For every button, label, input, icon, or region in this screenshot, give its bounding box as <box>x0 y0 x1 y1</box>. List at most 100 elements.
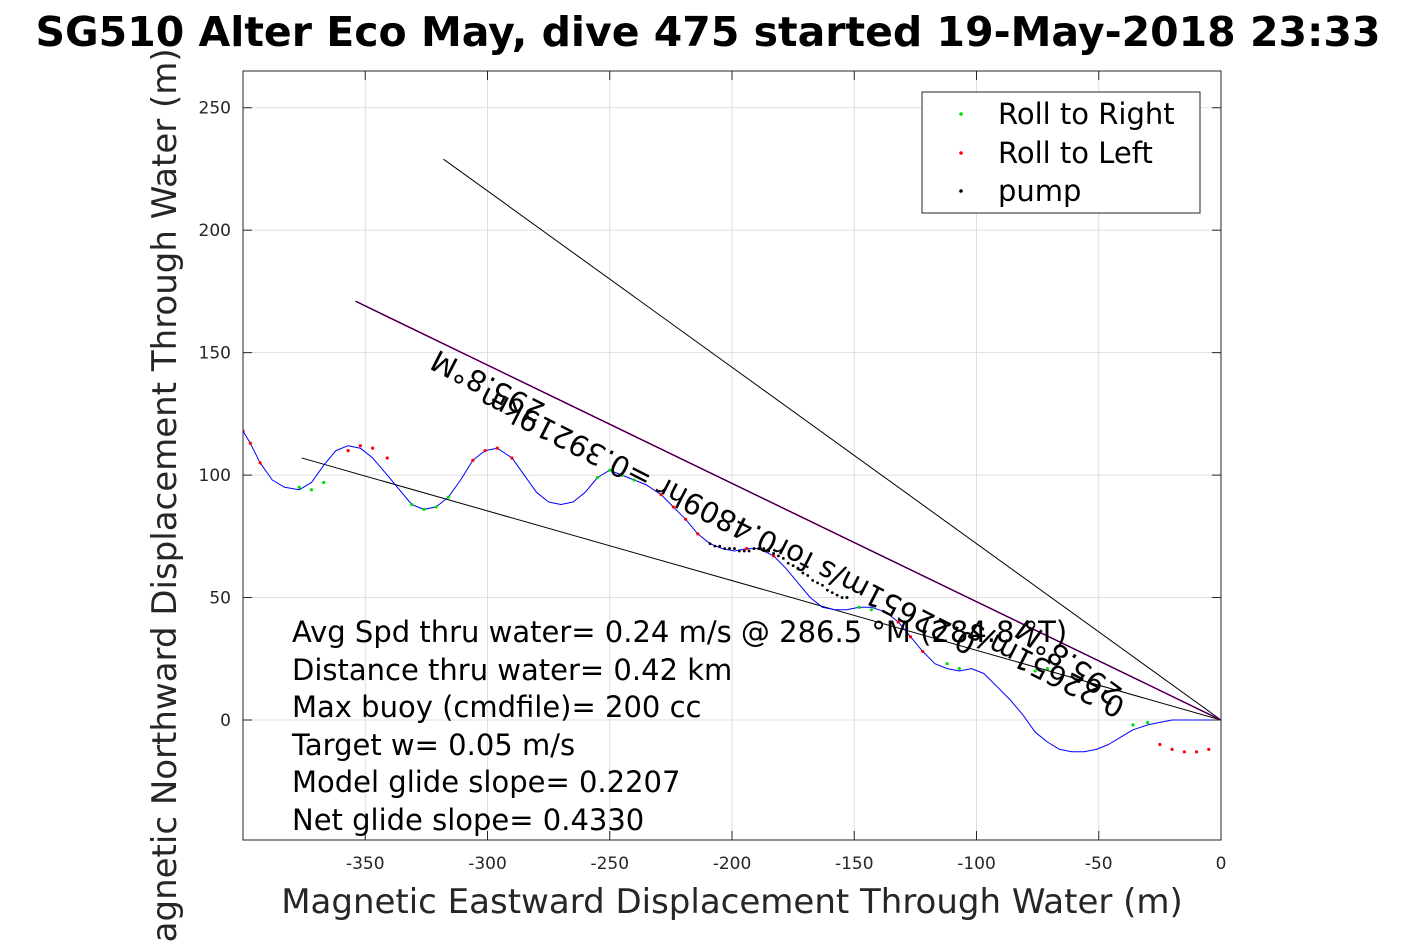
x-tick-label-5: -100 <box>957 854 996 874</box>
pump-point-28 <box>845 596 849 599</box>
tick-labels: -350 -300 -250 -200 -150 -100 -50 0 0 50 100 150 200… <box>199 99 1227 874</box>
y-tick-label-4: 200 <box>199 221 231 241</box>
roll-right-point-19 <box>1146 720 1150 725</box>
pump-point-15 <box>781 556 785 560</box>
roll-left-point-25 <box>1207 747 1211 751</box>
legend-box <box>921 91 1201 214</box>
roll-left-point-12 <box>671 505 675 509</box>
roll-left-point-13 <box>683 517 688 521</box>
x-tick-label-4: -150 <box>835 854 874 874</box>
chart-title: SG510 Alter Eco May, dive 475 started 19… <box>36 8 1381 56</box>
roll-right-point-7 <box>595 475 600 480</box>
pump-point-8 <box>747 549 751 553</box>
roll-left-point-7 <box>471 458 475 462</box>
pump-point-11 <box>762 547 766 550</box>
y-tick-label-0: 0 <box>220 711 231 731</box>
pump-point-3 <box>723 547 727 550</box>
roll-right-point-2 <box>322 480 326 485</box>
track-group <box>243 430 1221 753</box>
roll-left-point-5 <box>370 446 375 450</box>
annotation-distance: Distance thru water= 0.42 km <box>292 653 732 687</box>
roll-right-point-15 <box>957 666 961 671</box>
roll-right-point-6 <box>446 495 450 499</box>
x-tick-label-2: -250 <box>590 854 629 874</box>
roll-right-point-17 <box>1045 666 1050 671</box>
roll-left-point-1 <box>248 441 252 445</box>
roll-left-point-8 <box>483 449 487 453</box>
pump-point-6 <box>737 549 741 553</box>
legend-marker-roll-right <box>959 112 963 116</box>
roll-right-point-0 <box>297 485 301 489</box>
x-tick-label-0: -350 <box>346 854 385 874</box>
roll-right-point-9 <box>620 473 624 477</box>
track-line <box>243 430 1221 753</box>
roll-right-point-8 <box>608 468 612 472</box>
pump-point-5 <box>733 547 736 550</box>
roll-left-point-20 <box>921 649 925 654</box>
pump-point-18 <box>796 566 800 570</box>
pump-point-20 <box>806 574 810 577</box>
roll-right-point-1 <box>309 488 314 492</box>
roll-left-point-11 <box>659 493 663 497</box>
roll-left-point-22 <box>1170 747 1174 751</box>
roll-left-point-23 <box>1182 750 1186 754</box>
pump-point-22 <box>816 581 819 585</box>
roll-left-point-19 <box>908 635 913 639</box>
roll-right-point-16 <box>1033 669 1037 673</box>
roll-left-point-24 <box>1194 750 1199 754</box>
axis-ticks <box>243 71 1222 840</box>
y-tick-label-3: 150 <box>199 344 231 364</box>
roll-right-point-10 <box>632 478 636 482</box>
roll-right-point-13 <box>869 608 873 612</box>
pump-point-12 <box>767 549 771 553</box>
roll-left-point-18 <box>896 620 900 624</box>
legend-label-pump: pump <box>998 174 1081 208</box>
roll-left-point-21 <box>1158 742 1162 747</box>
roll-left-point-6 <box>385 456 389 460</box>
y-tick-label-1: 50 <box>209 589 231 609</box>
y-tick-label-2: 100 <box>199 466 231 486</box>
annotation-net-glide: Net glide slope= 0.4330 <box>292 803 644 837</box>
pump-point-24 <box>825 588 829 592</box>
pump-point-4 <box>728 547 731 550</box>
pump-point-2 <box>718 544 722 548</box>
reference-line-1 <box>301 457 1221 721</box>
legend-marker-roll-left <box>959 151 963 155</box>
x-tick-label-7: 0 <box>1216 854 1227 874</box>
pump-point-16 <box>786 561 790 565</box>
legend-label-roll-right: Roll to Right <box>998 97 1175 131</box>
reference-line-3 <box>355 300 1221 721</box>
x-tick-label-1: -300 <box>468 854 507 874</box>
roll-left-point-17 <box>771 554 776 558</box>
pump-point-21 <box>811 579 815 582</box>
y-tick-label-5: 250 <box>199 99 231 119</box>
roll-left-point-4 <box>358 444 362 448</box>
roll-right-point-3 <box>410 502 414 507</box>
annotation-max-buoy: Max buoy (cmdfile)= 200 cc <box>292 690 701 724</box>
x-tick-label-6: -50 <box>1085 854 1113 874</box>
legend-label-roll-left: Roll to Left <box>998 136 1153 170</box>
marker-group <box>243 429 1211 754</box>
roll-left-point-9 <box>495 446 499 450</box>
pump-point-17 <box>791 564 795 568</box>
pump-point-10 <box>757 547 761 550</box>
roll-left-point-15 <box>745 546 749 551</box>
pump-point-13 <box>772 552 775 555</box>
pump-point-27 <box>840 596 844 599</box>
roll-left-point-3 <box>346 449 350 453</box>
roll-right-point-14 <box>945 662 949 666</box>
pump-point-14 <box>777 554 780 558</box>
pump-point-7 <box>742 549 746 553</box>
roll-right-point-4 <box>422 507 426 511</box>
pump-point-1 <box>713 544 717 548</box>
roll-left-point-14 <box>696 532 700 536</box>
pump-point-9 <box>752 547 756 550</box>
pump-point-0 <box>708 542 712 546</box>
annotation-avg-speed: Avg Spd thru water= 0.24 m/s @ 286.5 °M … <box>292 615 1067 649</box>
reference-lines <box>301 158 1221 721</box>
pump-point-19 <box>801 571 805 575</box>
x-tick-label-3: -200 <box>713 854 752 874</box>
legend: Roll to Right Roll to Left pump <box>921 91 1201 214</box>
roll-right-point-18 <box>1131 723 1135 727</box>
